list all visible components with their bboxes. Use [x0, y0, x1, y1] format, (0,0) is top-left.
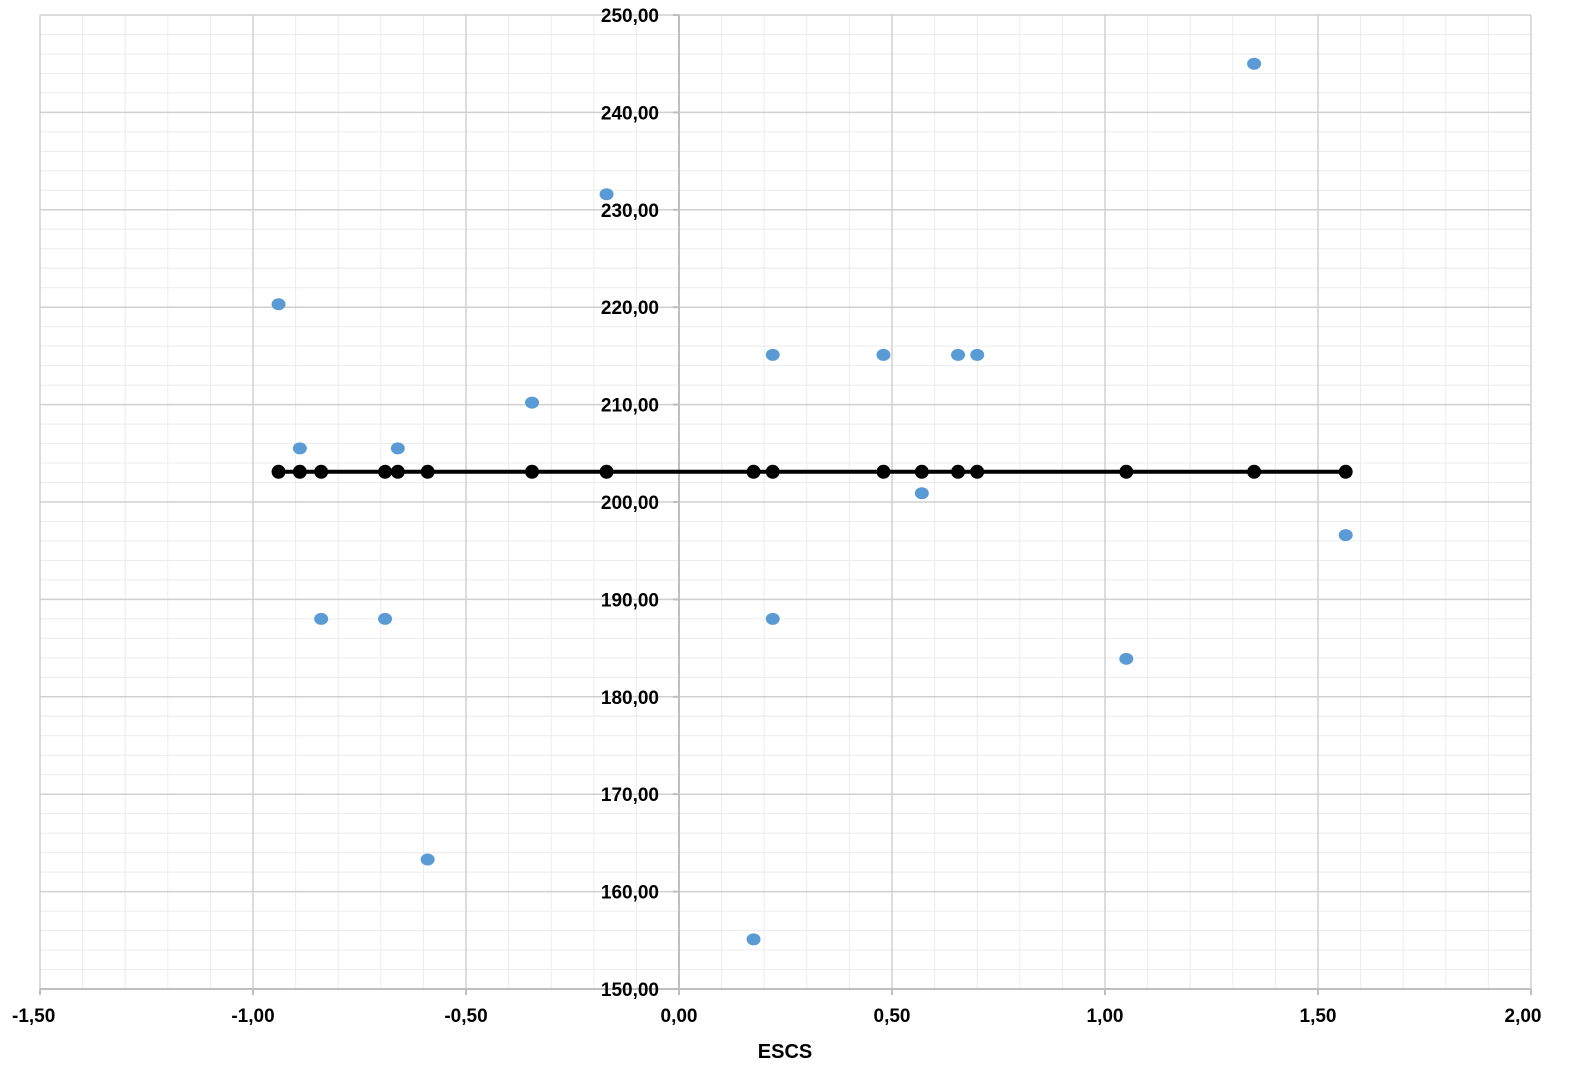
x-tick-label: 2,00: [1505, 1006, 1542, 1027]
y-tick-label: 170,00: [601, 785, 659, 806]
y-tick-label: 250,00: [601, 6, 659, 27]
observed-point: [420, 853, 435, 866]
predicted-point: [1247, 464, 1262, 479]
major-gridlines: [39, 14, 1532, 990]
observed-point: [1119, 652, 1134, 665]
predicted-point: [599, 464, 614, 479]
observed-point: [314, 612, 329, 625]
y-tick-label: 200,00: [601, 493, 659, 514]
observed-point: [746, 933, 761, 946]
observed-point: [876, 348, 891, 361]
predicted-point: [951, 464, 966, 479]
x-tick-label: 0,50: [874, 1006, 911, 1027]
predicted-point: [1119, 464, 1134, 479]
observed-point: [525, 396, 540, 409]
x-tick-label: -1,00: [231, 1006, 274, 1027]
x-tick-label: 1,50: [1300, 1006, 1337, 1027]
x-tick-label: -1,50: [12, 1006, 55, 1027]
y-tick-label: 190,00: [601, 590, 659, 611]
predicted-point: [314, 464, 329, 479]
observed-point: [271, 298, 286, 311]
observed-point: [292, 442, 307, 455]
x-axis-title: ESCS: [758, 1041, 812, 1063]
observed-point: [390, 442, 405, 455]
observed-point: [1247, 57, 1262, 70]
predicted-point: [876, 464, 891, 479]
observed-point: [765, 348, 780, 361]
observed-series: [271, 57, 1353, 946]
predicted-point: [746, 464, 761, 479]
observed-point: [1338, 529, 1353, 542]
observed-point: [951, 348, 966, 361]
predicted-point: [292, 464, 307, 479]
x-tick-label: 0,00: [661, 1006, 698, 1027]
predicted-point: [390, 464, 405, 479]
x-tick-label: 1,00: [1087, 1006, 1124, 1027]
x-tick-labels: -1,50 -1,00 -0,50 0,00 0,50 1,00 1,50 2,00: [12, 1006, 1541, 1027]
observed-point: [599, 188, 614, 201]
predicted-point: [378, 464, 393, 479]
y-tick-label: 230,00: [601, 201, 659, 222]
y-tick-label: 240,00: [601, 103, 659, 124]
predicted-point: [525, 464, 540, 479]
x-tick-label: -0,50: [444, 1006, 487, 1027]
predicted-point: [271, 464, 286, 479]
predicted-series: [271, 464, 1353, 479]
y-tick-label: 180,00: [601, 688, 659, 709]
predicted-point: [765, 464, 780, 479]
y-tick-labels: 150,00 160,00 170,00 180,00 190,00 200,00 210,…: [601, 6, 659, 1001]
observed-point: [378, 612, 393, 625]
predicted-point: [914, 464, 929, 479]
observed-point: [765, 612, 780, 625]
axes: [39, 14, 1532, 995]
y-tick-label: 210,00: [601, 396, 659, 417]
observed-point: [914, 487, 929, 500]
y-tick-label: 220,00: [601, 298, 659, 319]
observed-point: [970, 348, 985, 361]
y-tick-label: 150,00: [601, 980, 659, 1001]
predicted-point: [420, 464, 435, 479]
y-tick-label: 160,00: [601, 883, 659, 904]
predicted-point: [970, 464, 985, 479]
predicted-point: [1338, 464, 1353, 479]
